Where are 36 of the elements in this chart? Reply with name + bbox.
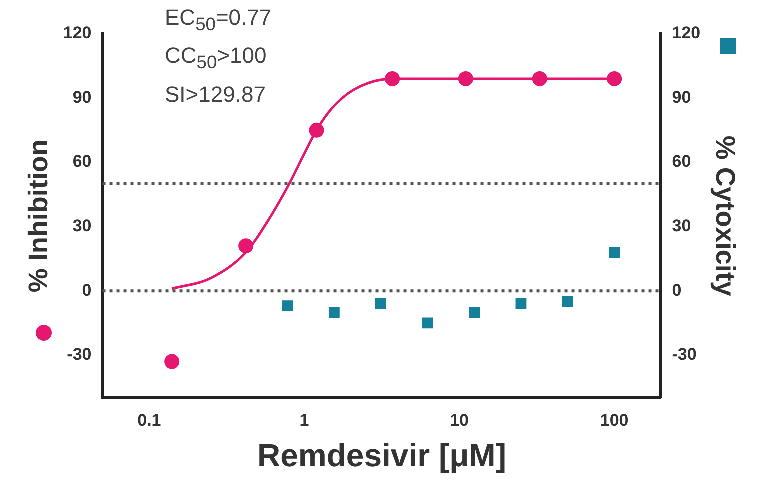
y-tick-label: -30 — [67, 345, 92, 364]
point — [238, 238, 254, 254]
y-tick-label: 30 — [72, 216, 92, 236]
point — [516, 298, 527, 310]
point — [164, 354, 180, 370]
y2-tick-label: 0 — [672, 280, 682, 300]
y-tick-label: 0 — [82, 280, 92, 300]
x-tick-label: 10 — [450, 411, 469, 430]
annotation: CC$_{50}$>100 — [165, 42, 268, 75]
y2-tick-label: 120 — [672, 24, 701, 43]
x-tick-label: 100 — [600, 411, 629, 430]
y-tick-label: 90 — [72, 88, 92, 107]
point — [282, 300, 294, 312]
annotation: EC$_{50}$=0.77 — [165, 4, 272, 36]
point — [607, 71, 622, 86]
point — [562, 296, 574, 308]
y-tick-label: 60 — [72, 152, 92, 172]
point — [375, 298, 386, 310]
annotation: SI>129.87 — [165, 80, 267, 109]
point — [609, 247, 620, 258]
point — [532, 71, 548, 86]
x-tick-label: 0.1 — [138, 411, 162, 430]
point — [469, 307, 480, 318]
point — [385, 71, 400, 86]
y2-axis-title: % Cytoxicity — [710, 136, 740, 296]
y2-tick-label: 60 — [672, 152, 692, 172]
y2-tick-label: 90 — [672, 88, 692, 107]
point — [458, 71, 474, 86]
y2-tick-label: 30 — [672, 216, 692, 236]
point — [422, 318, 434, 329]
x-axis-title: Remdesivir [μM] — [258, 438, 506, 474]
y-axis-title: % Inhibition — [24, 140, 54, 293]
x-tick-label: 1 — [300, 411, 310, 430]
point — [328, 307, 340, 318]
y-tick-label: 120 — [63, 24, 92, 43]
y2-tick-label: -30 — [672, 345, 697, 364]
